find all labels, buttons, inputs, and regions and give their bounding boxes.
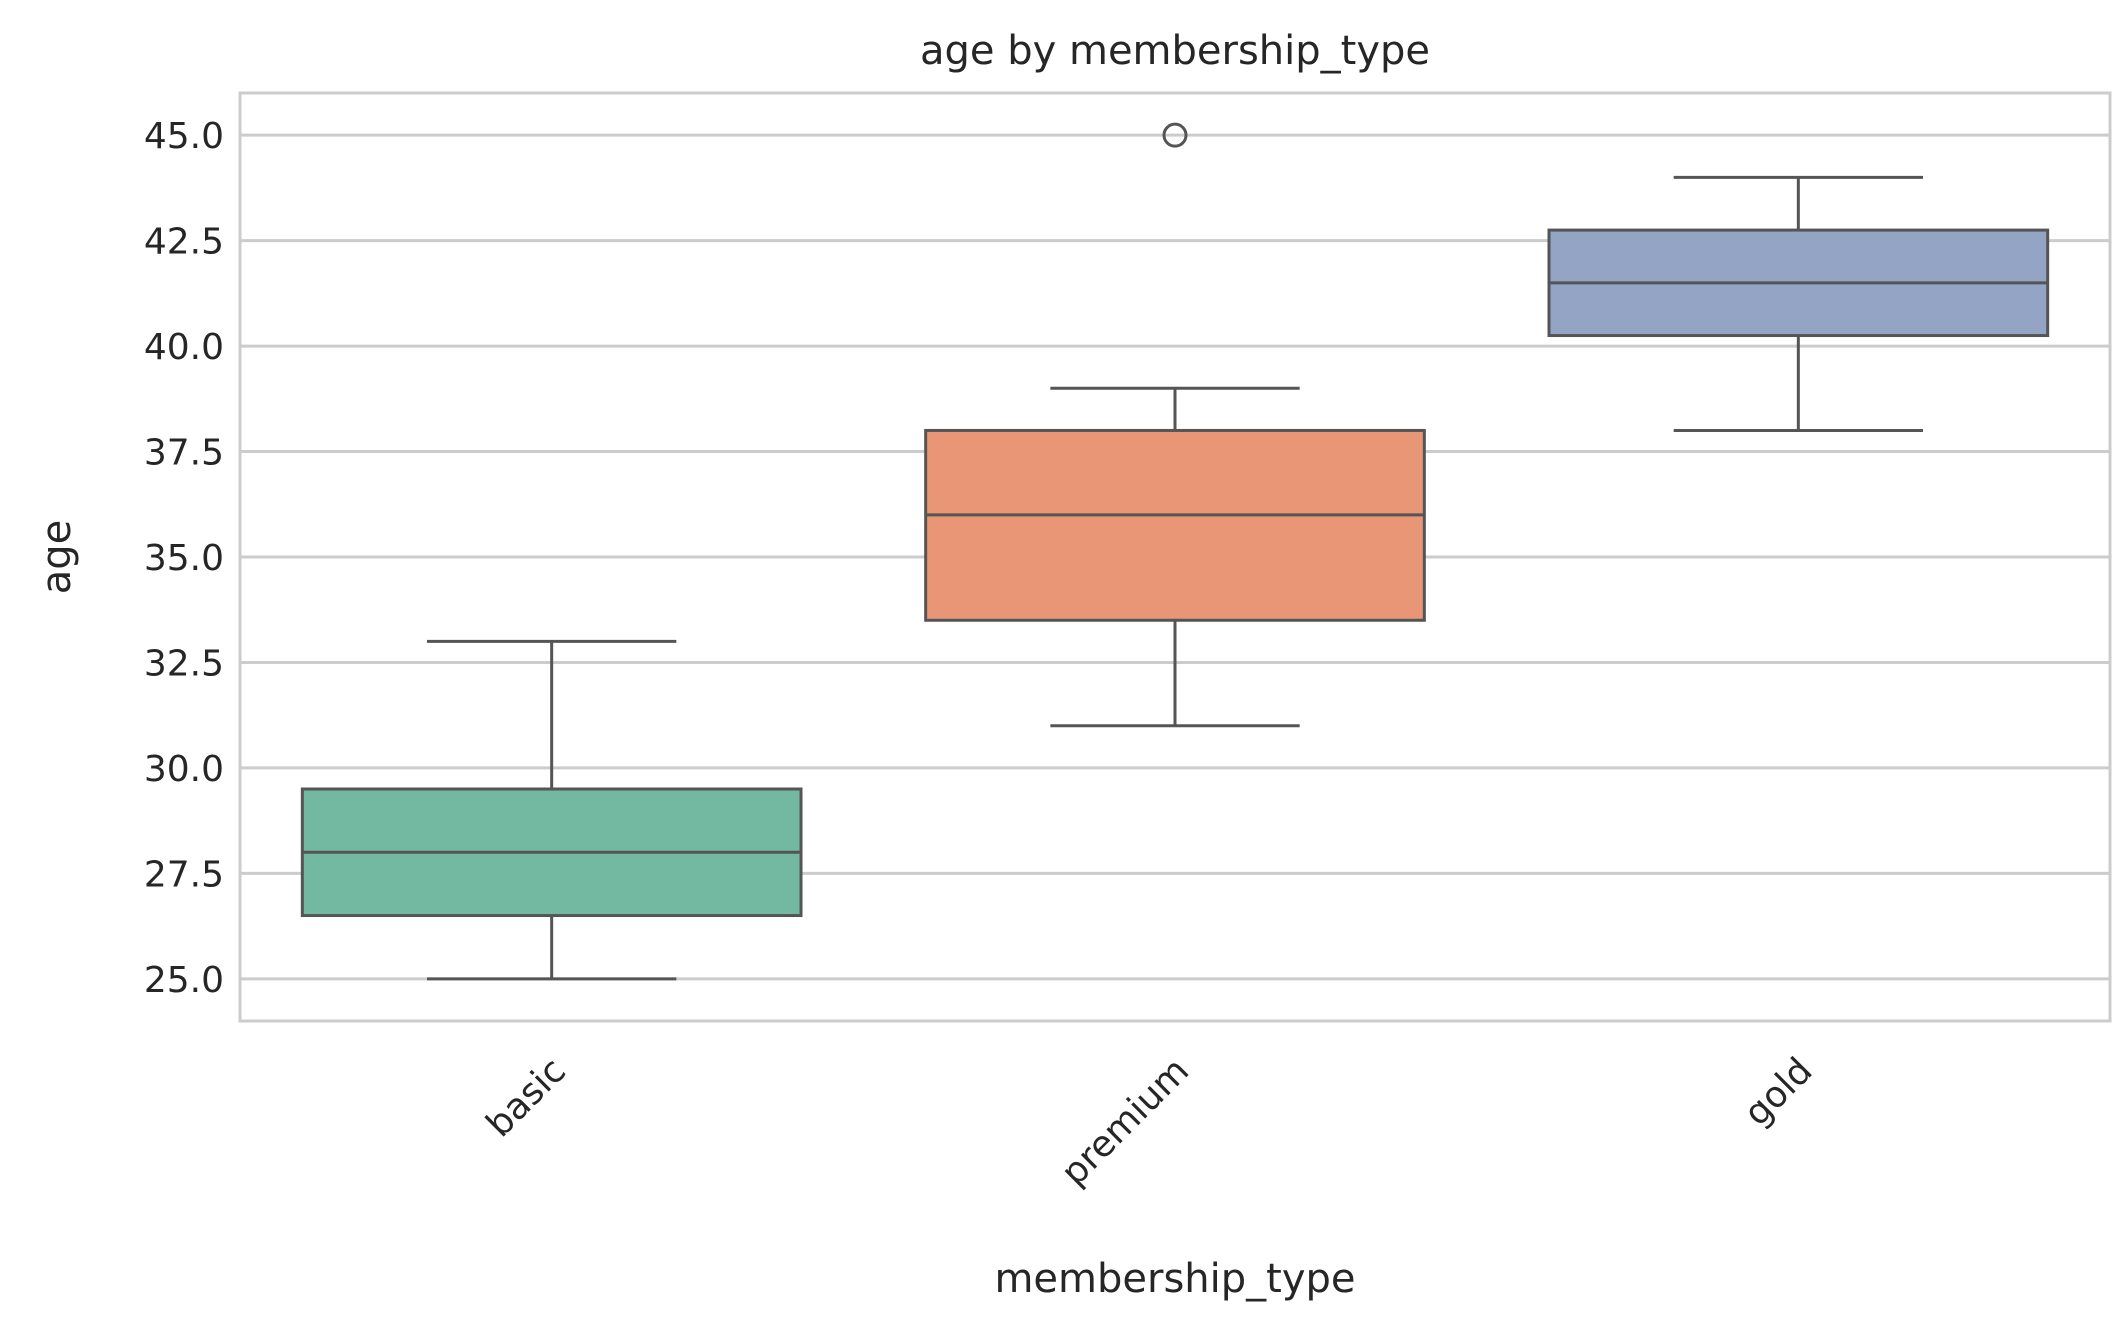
y-tick-label: 40.0 [144, 327, 224, 368]
x-axis-label: membership_type [994, 1256, 1355, 1302]
plot-frame [238, 91, 2112, 1023]
y-tick-label: 42.5 [144, 222, 224, 263]
box-iqr [924, 428, 1426, 622]
y-tick-label: 25.0 [144, 960, 224, 1001]
y-axis-label: age [34, 520, 80, 595]
y-tick-label: 32.5 [144, 643, 224, 684]
y-tick-label: 35.0 [144, 538, 224, 579]
y-tick-labels: 25.0 27.5 30.0 32.5 35.0 37.5 40.0 42.5 45.0 [144, 116, 224, 1001]
boxes [300, 122, 2050, 981]
y-tick-label: 30.0 [144, 749, 224, 790]
box-group-premium [924, 122, 1426, 728]
outlier-point [1162, 122, 1188, 148]
box-group-gold [1547, 175, 2050, 432]
y-tick-label: 27.5 [144, 854, 224, 895]
y-tick-label: 45.0 [144, 116, 224, 157]
chart-title: age by membership_type [920, 28, 1430, 74]
box-group-basic [300, 639, 803, 981]
y-tick-label: 37.5 [144, 433, 224, 474]
